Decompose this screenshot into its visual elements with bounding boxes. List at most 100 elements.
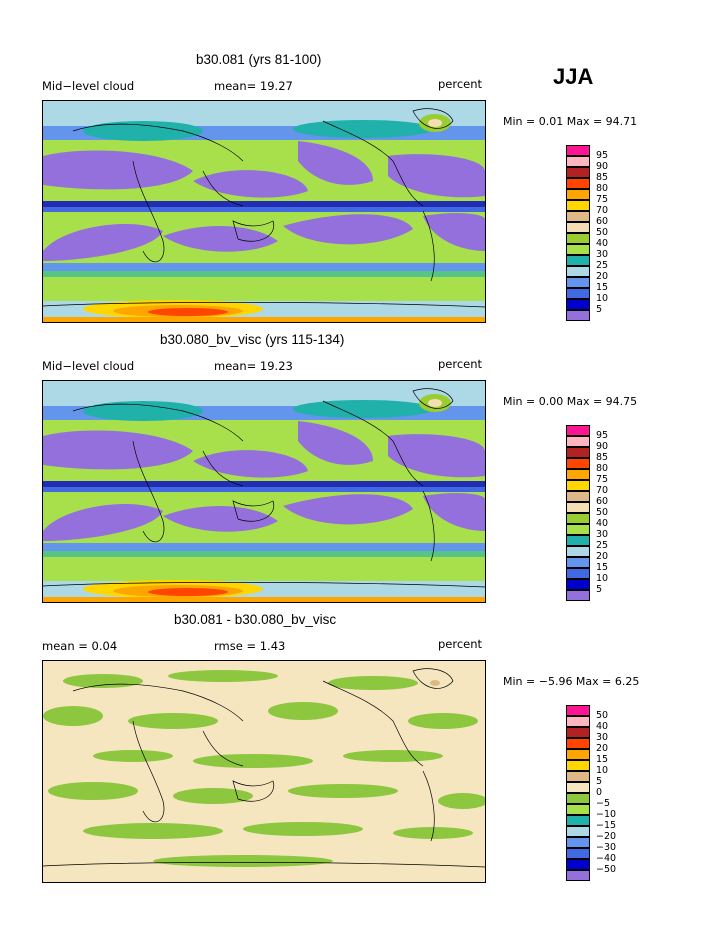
panel3-tick: −40 <box>596 853 617 864</box>
panel3-colorbar: 50 40 30 20 15 10 5 0 −5 −10 −15 −20 −30… <box>566 705 616 881</box>
panel1-colorbar: 95 90 85 80 75 70 60 50 40 30 25 20 15 1… <box>566 145 608 321</box>
panel2-swatch <box>566 513 590 524</box>
panel2-swatch <box>566 524 590 535</box>
panel1-tick: 85 <box>596 172 609 183</box>
panel1-swatch <box>566 145 590 156</box>
panel3-minmax: Min = −5.96 Max = 6.25 <box>503 675 640 688</box>
panel3-tick: −50 <box>596 864 617 875</box>
panel3-swatch <box>566 793 590 804</box>
panel1-tick: 50 <box>596 227 609 238</box>
panel1-swatch <box>566 255 590 266</box>
panel1-tick: 30 <box>596 249 609 260</box>
panel1-swatch <box>566 266 590 277</box>
panel3-swatch <box>566 837 590 848</box>
panel1-swatch <box>566 200 590 211</box>
panel2-tick: 75 <box>596 474 609 485</box>
panel1-minmax: Min = 0.01 Max = 94.71 <box>503 115 638 128</box>
panel3-swatch <box>566 749 590 760</box>
panel2-tick: 50 <box>596 507 609 518</box>
panel1-swatch <box>566 189 590 200</box>
panel1-swatch <box>566 211 590 222</box>
panel1-tick: 75 <box>596 194 609 205</box>
panel1-tick: 90 <box>596 161 609 172</box>
panel3-swatch <box>566 771 590 782</box>
panel3-tick: −30 <box>596 842 617 853</box>
panel3-swatch <box>566 804 590 815</box>
panel3-tick: 30 <box>596 732 609 743</box>
panel2-mean: mean= 19.23 <box>214 359 293 373</box>
panel2-map <box>42 380 486 603</box>
panel3-units: percent <box>438 637 483 651</box>
panel1-swatch <box>566 178 590 189</box>
panel1-tick: 5 <box>596 304 603 315</box>
panel3-swatch <box>566 815 590 826</box>
panel3-swatch <box>566 716 590 727</box>
panel3-tick: 40 <box>596 721 609 732</box>
panel3-map <box>42 660 486 883</box>
panel2-swatch <box>566 480 590 491</box>
panel2-swatch <box>566 469 590 480</box>
panel2-tick: 25 <box>596 540 609 551</box>
panel3-rmse: rmse = 1.43 <box>214 639 286 653</box>
panel1-swatch <box>566 288 590 299</box>
panel2-tick: 95 <box>596 430 609 441</box>
panel3-swatch <box>566 738 590 749</box>
panel3-swatch <box>566 705 590 716</box>
panel1-swatch <box>566 299 590 310</box>
panel3-tick: 0 <box>596 787 603 798</box>
panel1-mean: mean= 19.27 <box>214 79 293 93</box>
panel1-tick: 80 <box>596 183 609 194</box>
panel1-variable-label: Mid−level cloud <box>42 79 135 93</box>
panel2-colorbar: 95 90 85 80 75 70 60 50 40 30 25 20 15 1… <box>566 425 608 601</box>
panel2-tick: 70 <box>596 485 609 496</box>
panel3-swatch <box>566 870 590 881</box>
panel2-minmax: Min = 0.00 Max = 94.75 <box>503 395 638 408</box>
panel2-swatch <box>566 491 590 502</box>
panel2-swatch <box>566 557 590 568</box>
panel3-tick: 5 <box>596 776 603 787</box>
panel2-tick: 10 <box>596 573 609 584</box>
panel1-swatch <box>566 233 590 244</box>
panel1-tick: 25 <box>596 260 609 271</box>
panel3-tick: 15 <box>596 754 609 765</box>
panel2-swatch <box>566 590 590 601</box>
panel3-title: b30.081 - b30.080_bv_visc <box>174 612 337 627</box>
panel2-swatch <box>566 568 590 579</box>
panel3-tick: −5 <box>596 798 611 809</box>
panel2-swatch <box>566 546 590 557</box>
panel3-tick: 10 <box>596 765 609 776</box>
panel2-swatch <box>566 535 590 546</box>
panel3-swatch <box>566 760 590 771</box>
panel1-tick: 70 <box>596 205 609 216</box>
panel1-map <box>42 100 486 323</box>
panel2-units: percent <box>438 357 483 371</box>
panel2-tick: 40 <box>596 518 609 529</box>
panel1-swatch <box>566 244 590 255</box>
panel2-swatch <box>566 502 590 513</box>
panel2-swatch <box>566 458 590 469</box>
panel1-units: percent <box>438 77 483 91</box>
panel3-tick: −15 <box>596 820 617 831</box>
panel1-title: b30.081 (yrs 81-100) <box>196 52 322 67</box>
panel3-swatch <box>566 848 590 859</box>
panel1-swatch <box>566 156 590 167</box>
panel2-tick: 30 <box>596 529 609 540</box>
panel2-tick: 90 <box>596 441 609 452</box>
panel1-tick: 15 <box>596 282 609 293</box>
panel2-variable-label: Mid−level cloud <box>42 359 135 373</box>
panel2-tick: 15 <box>596 562 609 573</box>
panel2-tick: 80 <box>596 463 609 474</box>
panel2-title: b30.080_bv_visc (yrs 115-134) <box>160 332 345 347</box>
panel3-swatch <box>566 826 590 837</box>
panel1-tick: 10 <box>596 293 609 304</box>
panel2-tick: 85 <box>596 452 609 463</box>
panel1-tick: 95 <box>596 150 609 161</box>
panel2-tick: 5 <box>596 584 603 595</box>
panel2-swatch <box>566 436 590 447</box>
panel2-swatch <box>566 579 590 590</box>
panel2-tick: 20 <box>596 551 609 562</box>
panel1-tick: 20 <box>596 271 609 282</box>
panel3-tick: 20 <box>596 743 609 754</box>
panel3-swatch <box>566 859 590 870</box>
